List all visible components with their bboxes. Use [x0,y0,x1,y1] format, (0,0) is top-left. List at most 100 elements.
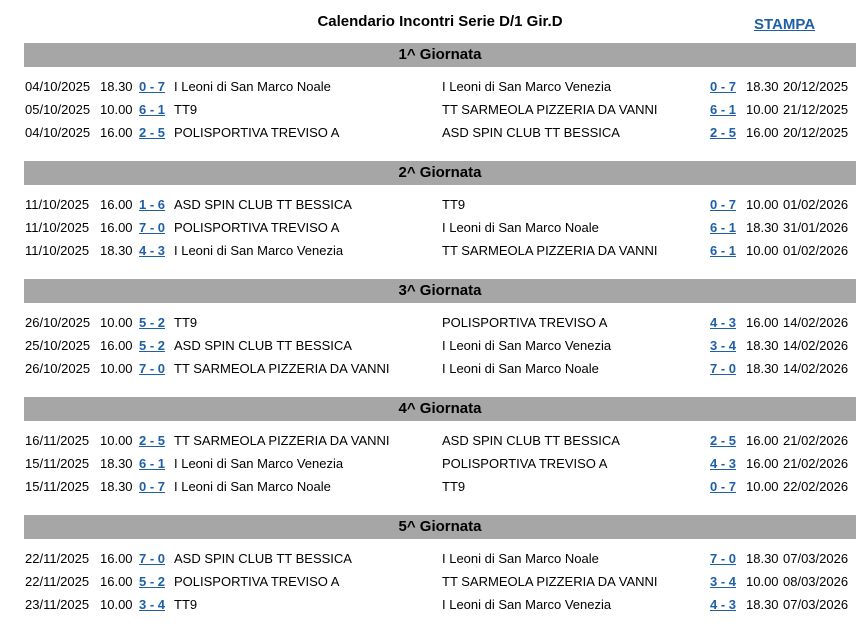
return-time: 16.00 [746,125,779,140]
return-date: 07/03/2026 [783,551,849,566]
away-team: TT SARMEOLA PIZZERIA DA VANNI [442,102,658,117]
time: 18.30 [100,456,133,471]
date: 16/11/2025 [25,433,90,448]
return-date: 01/02/2026 [783,197,849,212]
return-time: 18.30 [746,551,779,566]
return-time: 10.00 [746,243,779,258]
return-time: 18.30 [746,338,779,353]
time: 18.30 [100,79,133,94]
away-team: TT SARMEOLA PIZZERIA DA VANNI [442,574,658,589]
time: 16.00 [100,220,133,235]
return-score[interactable]: 0 - 7 [710,479,737,494]
return-score[interactable]: 6 - 1 [710,102,737,117]
home-team: TT SARMEOLA PIZZERIA DA VANNI [174,361,390,376]
return-score[interactable]: 6 - 1 [710,220,737,235]
away-team: I Leoni di San Marco Noale [442,220,599,235]
home-team: POLISPORTIVA TREVISO A [174,574,340,589]
time: 16.00 [100,338,133,353]
home-team: TT9 [174,597,198,612]
date: 26/10/2025 [25,315,91,330]
score[interactable]: 7 - 0 [139,220,166,235]
score[interactable]: 5 - 2 [139,315,166,330]
home-team: I Leoni di San Marco Noale [174,79,331,94]
score[interactable]: 1 - 6 [139,197,166,212]
return-date: 14/02/2026 [783,361,849,376]
print-link[interactable]: STAMPA [754,16,816,33]
score[interactable]: 3 - 4 [139,597,166,612]
away-team: POLISPORTIVA TREVISO A [442,456,608,471]
return-score[interactable]: 4 - 3 [710,597,737,612]
time: 16.00 [100,197,133,212]
return-time: 16.00 [746,315,779,330]
return-score[interactable]: 2 - 5 [710,433,737,448]
time: 10.00 [100,597,133,612]
return-score[interactable]: 0 - 7 [710,79,737,94]
return-score[interactable]: 2 - 5 [710,125,737,140]
score[interactable]: 7 - 0 [139,551,166,566]
away-team: I Leoni di San Marco Venezia [442,338,612,353]
time: 10.00 [100,361,133,376]
date: 26/10/2025 [25,361,91,376]
time: 10.00 [100,433,133,448]
round-header: 2^ Giornata [24,161,856,185]
return-time: 10.00 [746,197,779,212]
score[interactable]: 2 - 5 [139,125,166,140]
score[interactable]: 0 - 7 [139,79,166,94]
score[interactable]: 4 - 3 [139,243,166,258]
home-team: TT SARMEOLA PIZZERIA DA VANNI [174,433,390,448]
date: 04/10/2025 [25,79,91,94]
return-date: 21/12/2025 [783,102,849,117]
time: 18.30 [100,243,133,258]
away-team: I Leoni di San Marco Noale [442,551,599,566]
return-date: 14/02/2026 [783,315,849,330]
return-date: 22/02/2026 [783,479,849,494]
return-time: 18.30 [746,79,779,94]
away-team: TT SARMEOLA PIZZERIA DA VANNI [442,243,658,258]
away-team: I Leoni di San Marco Venezia [442,79,612,94]
away-team: I Leoni di San Marco Noale [442,361,599,376]
date: 11/10/2025 [25,220,90,235]
return-score[interactable]: 4 - 3 [710,456,737,471]
home-team: POLISPORTIVA TREVISO A [174,125,340,140]
time: 10.00 [100,102,133,117]
date: 11/10/2025 [25,197,90,212]
date: 22/11/2025 [25,551,90,566]
return-time: 18.30 [746,597,779,612]
score[interactable]: 7 - 0 [139,361,166,376]
away-team: I Leoni di San Marco Venezia [442,597,612,612]
return-score[interactable]: 6 - 1 [710,243,737,258]
return-score[interactable]: 3 - 4 [710,574,737,589]
home-team: ASD SPIN CLUB TT BESSICA [174,197,352,212]
date: 25/10/2025 [25,338,91,353]
score[interactable]: 6 - 1 [139,102,166,117]
return-date: 21/02/2026 [783,456,849,471]
score[interactable]: 0 - 7 [139,479,166,494]
away-team: TT9 [442,479,466,494]
return-time: 16.00 [746,433,779,448]
date: 22/11/2025 [25,574,90,589]
return-score[interactable]: 7 - 0 [710,551,737,566]
time: 18.30 [100,479,133,494]
date: 15/11/2025 [25,479,90,494]
return-score[interactable]: 3 - 4 [710,338,737,353]
score[interactable]: 2 - 5 [139,433,166,448]
return-score[interactable]: 4 - 3 [710,315,737,330]
score[interactable]: 5 - 2 [139,338,166,353]
return-date: 20/12/2025 [783,79,849,94]
time: 16.00 [100,551,133,566]
return-date: 07/03/2026 [783,597,849,612]
return-score[interactable]: 7 - 0 [710,361,737,376]
score[interactable]: 5 - 2 [139,574,166,589]
away-team: TT9 [442,197,466,212]
home-team: I Leoni di San Marco Noale [174,479,331,494]
score[interactable]: 6 - 1 [139,456,166,471]
return-time: 18.30 [746,220,779,235]
home-team: TT9 [174,102,198,117]
date: 15/11/2025 [25,456,90,471]
page-title: Calendario Incontri Serie D/1 Gir.D [317,13,563,30]
home-team: I Leoni di San Marco Venezia [174,456,344,471]
return-score[interactable]: 0 - 7 [710,197,737,212]
return-date: 31/01/2026 [783,220,849,235]
return-date: 01/02/2026 [783,243,849,258]
